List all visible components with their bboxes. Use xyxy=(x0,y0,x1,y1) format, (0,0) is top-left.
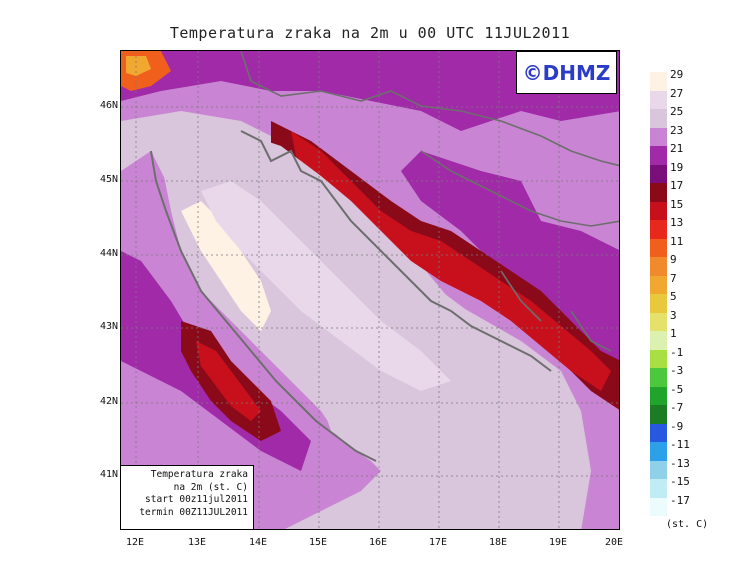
legend-swatch xyxy=(650,386,667,405)
legend-swatch xyxy=(650,238,667,257)
legend-swatch xyxy=(650,164,667,183)
legend-value: 13 xyxy=(670,216,684,229)
legend-swatch xyxy=(650,442,667,461)
legend-value: 23 xyxy=(670,123,684,137)
info-line-variable: Temperatura zraka xyxy=(150,469,248,480)
temperature-map xyxy=(120,50,620,530)
lat-label-45n: 45N xyxy=(99,174,118,185)
legend-swatch xyxy=(650,90,667,109)
legend-swatch xyxy=(650,127,667,146)
legend-value: -3 xyxy=(670,364,684,377)
legend-swatch xyxy=(650,257,667,276)
info-line-term: termin 00Z11JUL2011 xyxy=(139,506,248,518)
legend-swatch xyxy=(650,479,667,498)
lat-label-42n: 42N xyxy=(99,396,118,407)
legend-value: 29 xyxy=(670,68,684,81)
alps-warm-spot xyxy=(126,56,151,76)
lat-label-43n: 43N xyxy=(99,321,118,332)
mountain-hot-core-italy xyxy=(196,341,261,421)
legend-swatch xyxy=(650,72,667,91)
legend-swatch xyxy=(650,368,667,387)
legend-value: 19 xyxy=(670,160,684,174)
info-line-units: na 2m (st. C) xyxy=(173,481,248,493)
graticule xyxy=(121,51,619,529)
legend-value: -15 xyxy=(670,475,690,488)
legend-swatch xyxy=(650,312,667,331)
legend-value: -7 xyxy=(670,401,684,414)
adriatic-warm-core xyxy=(181,201,271,331)
legend-swatch xyxy=(650,183,667,202)
lon-label-19e: 19E xyxy=(548,537,568,548)
legend-value: 5 xyxy=(670,290,677,303)
mountain-hot-core-dinaric xyxy=(291,131,611,391)
legend-value: 7 xyxy=(670,271,677,285)
info-line-start: start 00z11jul2011 xyxy=(145,494,248,505)
legend-swatch xyxy=(650,275,667,294)
lon-label-18e: 18E xyxy=(488,537,508,548)
border-lines xyxy=(240,51,619,352)
lon-label-12e: 12E xyxy=(125,537,145,548)
coastline-croatia xyxy=(240,130,552,372)
lon-label-20e: 20E xyxy=(604,537,624,548)
legend-value: -17 xyxy=(670,493,690,507)
legend-value: 11 xyxy=(670,234,684,248)
lon-label-16e: 16E xyxy=(368,537,388,548)
legend-value: -9 xyxy=(670,419,684,433)
legend-value: 17 xyxy=(670,179,684,192)
legend-value: 3 xyxy=(670,308,677,322)
legend-swatch xyxy=(650,201,667,220)
legend-swatch xyxy=(650,220,667,239)
legend-value: 27 xyxy=(670,86,684,100)
info-box: Temperatura zraka na 2m (st. C) start 00… xyxy=(120,465,254,530)
legend-value: -13 xyxy=(670,456,690,470)
legend-swatch xyxy=(650,423,667,442)
legend-value: 1 xyxy=(670,327,677,340)
lon-label-13e: 13E xyxy=(187,537,207,548)
legend-value: 15 xyxy=(670,197,684,211)
lon-label-17e: 17E xyxy=(428,537,448,548)
legend-value: -5 xyxy=(670,382,684,396)
coastline-italy xyxy=(150,150,377,462)
legend-swatch xyxy=(650,497,667,516)
legend-value: 25 xyxy=(670,105,684,118)
legend-value: 9 xyxy=(670,253,677,266)
lat-label-44n: 44N xyxy=(99,248,118,259)
legend-value: 21 xyxy=(670,142,684,155)
land-dark-band-north xyxy=(121,51,619,131)
lon-label-14e: 14E xyxy=(248,537,268,548)
legend-swatch xyxy=(650,146,667,165)
adriatic-mid-tone xyxy=(201,181,451,391)
legend-swatch xyxy=(650,349,667,368)
legend-swatch xyxy=(650,460,667,479)
land-region-north xyxy=(121,51,619,529)
dhmz-logo: ©DHMZ xyxy=(516,51,617,94)
legend-swatch xyxy=(650,331,667,350)
legend-units: (st. C) xyxy=(666,519,709,530)
legend-value: -1 xyxy=(670,345,684,359)
legend-swatch xyxy=(650,294,667,313)
legend-value: -11 xyxy=(670,438,690,451)
lon-label-15e: 15E xyxy=(308,537,328,548)
legend-swatch xyxy=(650,405,667,424)
map-title: Temperatura zraka na 2m u 00 UTC 11JUL20… xyxy=(169,24,571,42)
lat-label-46n: 46N xyxy=(99,100,118,111)
temperature-field xyxy=(121,51,619,529)
lat-label-41n: 41N xyxy=(99,469,118,480)
legend-swatch xyxy=(650,109,667,128)
